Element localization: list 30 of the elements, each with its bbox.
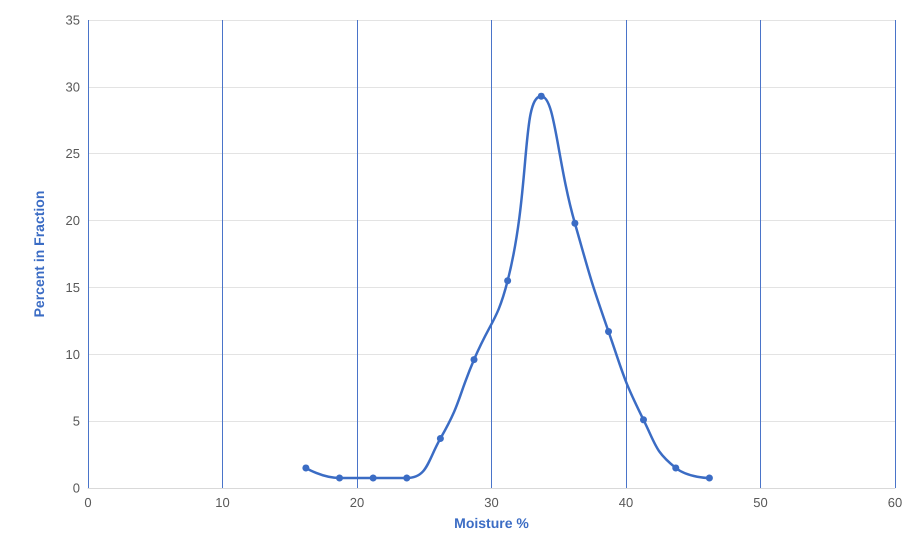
x-tick-label: 20 [350, 495, 364, 510]
point [538, 92, 545, 100]
point [605, 328, 612, 336]
y-tick-label: 15 [66, 280, 80, 295]
x-tick-label: 50 [753, 495, 768, 510]
x-axis-title: Moisture % [454, 515, 530, 531]
y-axis-title: Percent in Fraction [31, 190, 47, 318]
point [370, 474, 377, 482]
y-tick-label: 0 [72, 480, 80, 496]
point [504, 277, 512, 284]
x-tick-label: 0 [84, 495, 92, 510]
y-tick-label: 10 [66, 346, 80, 362]
point [302, 464, 310, 472]
point [640, 416, 647, 424]
point [436, 435, 444, 442]
x-tick-label: 10 [215, 495, 230, 510]
y-tick-label: 25 [66, 146, 80, 162]
y-tick-label: 35 [66, 12, 80, 28]
point [706, 474, 713, 482]
x-tick-label: 30 [484, 495, 499, 510]
y-tick-label: 5 [72, 414, 80, 429]
point [470, 356, 478, 364]
y-tick-label: 20 [66, 213, 80, 228]
point [672, 464, 680, 472]
point [571, 220, 578, 227]
point [336, 474, 344, 482]
y-tick-label: 30 [66, 79, 80, 94]
x-tick-label: 40 [618, 495, 634, 510]
point [403, 474, 410, 482]
x-tick-label: 60 [888, 495, 902, 510]
